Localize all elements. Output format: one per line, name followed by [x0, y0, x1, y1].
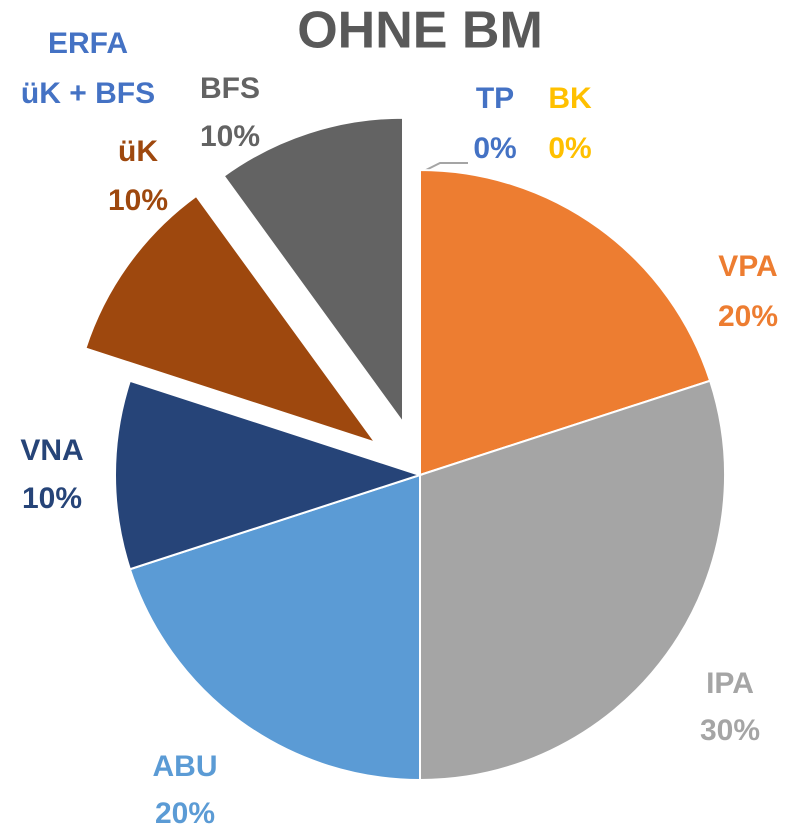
annotation: üK + BFS	[21, 77, 155, 110]
slice-label: VNA	[20, 434, 83, 467]
pie-slice	[114, 379, 424, 571]
slice-label: IPA	[706, 667, 754, 700]
value-label: 10%	[200, 120, 260, 153]
annotation: ERFA	[48, 27, 128, 60]
pie-slice	[222, 116, 405, 426]
slice-label: ABU	[153, 750, 218, 783]
pie-slice	[84, 194, 379, 445]
pie-slice	[419, 379, 726, 782]
slice-label: TP	[476, 82, 514, 115]
value-label: 0%	[548, 132, 591, 165]
value-label: 20%	[155, 797, 215, 829]
value-label: 10%	[22, 482, 82, 515]
slice-label: BK	[548, 82, 592, 115]
pie-slice	[419, 168, 712, 477]
value-label: 20%	[718, 300, 778, 333]
pie-slice	[128, 473, 421, 782]
chart-title: OHNE BM	[297, 2, 543, 60]
slice-label: üK	[118, 135, 158, 168]
leader-line	[421, 162, 468, 173]
slice-label: VPA	[718, 250, 777, 283]
value-label: 0%	[473, 132, 516, 165]
value-label: 10%	[108, 184, 168, 217]
slice-label: BFS	[200, 72, 260, 105]
value-label: 30%	[700, 714, 760, 747]
